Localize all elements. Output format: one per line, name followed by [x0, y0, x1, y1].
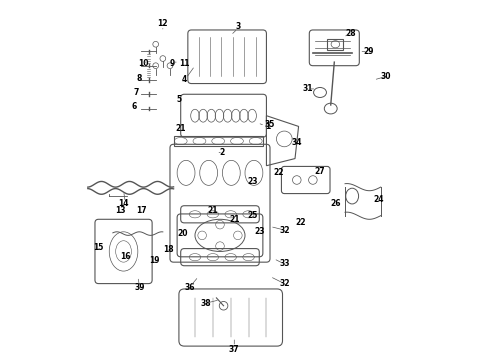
Text: 21: 21	[208, 206, 218, 215]
Text: 33: 33	[279, 260, 290, 269]
Text: 35: 35	[265, 120, 275, 129]
Text: 23: 23	[247, 177, 257, 186]
Text: 16: 16	[120, 252, 130, 261]
Text: 27: 27	[315, 167, 325, 176]
Text: 17: 17	[136, 206, 147, 215]
Text: 24: 24	[374, 195, 384, 204]
Text: 29: 29	[363, 47, 373, 56]
Text: 34: 34	[292, 138, 302, 147]
Text: 15: 15	[94, 243, 104, 252]
Text: 19: 19	[148, 256, 159, 265]
Text: 39: 39	[134, 283, 145, 292]
Text: 5: 5	[176, 95, 181, 104]
Text: 36: 36	[184, 283, 195, 292]
Text: 32: 32	[279, 279, 290, 288]
Text: 8: 8	[137, 74, 142, 83]
Text: 22: 22	[295, 219, 306, 228]
Text: 6: 6	[132, 102, 137, 111]
Text: 28: 28	[345, 29, 356, 38]
Text: 4: 4	[182, 76, 187, 85]
Text: 11: 11	[179, 59, 190, 68]
Bar	[327, 39, 343, 50]
Text: 12: 12	[158, 19, 168, 28]
Text: 30: 30	[381, 72, 392, 81]
Text: 13: 13	[115, 206, 125, 215]
Bar	[173, 136, 263, 146]
Text: 37: 37	[229, 345, 240, 354]
Text: 20: 20	[177, 229, 188, 238]
Text: 21: 21	[229, 215, 240, 224]
Text: 14: 14	[118, 199, 129, 208]
Text: 25: 25	[247, 211, 257, 220]
Text: 3: 3	[235, 22, 241, 31]
Text: 38: 38	[200, 299, 211, 308]
Text: 2: 2	[219, 148, 224, 157]
Text: 21: 21	[175, 124, 186, 133]
Text: 23: 23	[254, 227, 265, 236]
Text: 7: 7	[133, 88, 139, 97]
Text: 22: 22	[274, 168, 284, 177]
Text: 10: 10	[138, 59, 148, 68]
Text: 26: 26	[331, 199, 342, 208]
Text: 1: 1	[266, 122, 271, 131]
Text: 18: 18	[163, 245, 173, 254]
Text: 31: 31	[302, 84, 313, 93]
Text: 9: 9	[169, 59, 174, 68]
Text: 32: 32	[279, 225, 290, 234]
